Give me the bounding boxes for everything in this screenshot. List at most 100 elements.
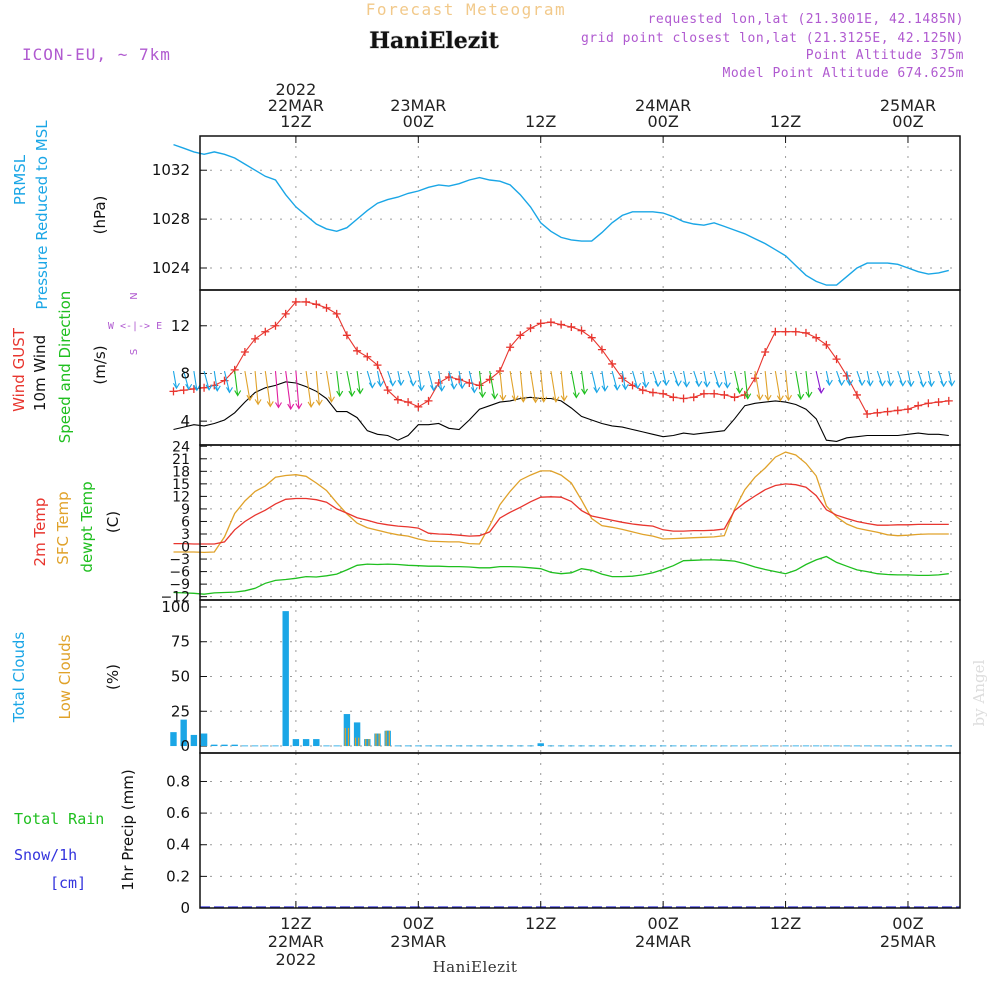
gust-marker (893, 406, 902, 415)
wind-direction-arrow (244, 370, 254, 402)
wind-direction-arrow (387, 370, 397, 387)
gust-marker (934, 398, 943, 407)
y-tick-label: 18 (172, 464, 190, 480)
gust-marker (730, 393, 739, 402)
wind-direction-arrow (509, 370, 519, 402)
gust-marker (332, 309, 341, 318)
wind-direction-arrow (325, 370, 335, 403)
total-cloud-bar (486, 745, 493, 747)
total-cloud-bar (935, 745, 942, 747)
y-tick-label: 12 (171, 317, 190, 335)
wind-direction-arrow (621, 370, 629, 391)
gust-marker (771, 327, 780, 336)
total-cloud-bar (170, 732, 177, 747)
total-cloud-bar (782, 745, 789, 747)
total-cloud-bar (659, 745, 667, 747)
precip-snow-unit: [cm] (50, 874, 86, 892)
gust-marker (761, 348, 770, 356)
wind-direction-arrow (213, 370, 221, 392)
gust-marker (271, 321, 280, 330)
total-cloud-bar (323, 745, 330, 747)
gust-marker (791, 327, 800, 336)
total-cloud-bar (904, 745, 912, 747)
gust-marker (475, 381, 484, 390)
header-model-altitude: Model Point Altitude 674.625m (723, 66, 964, 81)
y-tick-label: 9 (181, 502, 190, 518)
y-tick-label: 0.8 (166, 772, 190, 790)
gust-marker (597, 345, 606, 354)
y-tick-label: 0.2 (166, 867, 190, 885)
wind-direction-arrow (570, 370, 580, 399)
total-cloud-bar (435, 745, 442, 747)
wind-direction-arrow (703, 370, 711, 388)
gust-marker (251, 334, 260, 343)
y-tick-label: 25 (171, 702, 190, 720)
total-cloud-bar (394, 745, 402, 747)
wind-direction-arrow (223, 370, 233, 394)
gust-marker (200, 383, 209, 392)
wind-direction-arrow (478, 371, 486, 399)
header: Forecast Meteogram HaniElezit ICON-EU, ~… (22, 0, 964, 81)
pressure-label-1: PRMSL (11, 154, 29, 205)
time-label-bottom: 00Z (403, 914, 434, 933)
gust-marker (383, 386, 392, 395)
wind-direction-arrow (683, 370, 691, 388)
wind-direction-arrow (448, 370, 458, 390)
gust-marker (281, 309, 290, 318)
time-label-bottom: 00Z (892, 914, 923, 933)
gust-marker (883, 407, 892, 416)
wind-direction-arrow (427, 370, 437, 392)
dewpt-temp-line (173, 555, 949, 595)
temp-unit: (C) (104, 511, 122, 533)
total-cloud-bar (751, 745, 759, 747)
y-tick-label: −6 (169, 565, 190, 581)
gust-marker (577, 326, 586, 335)
total-cloud-bar-inner (366, 739, 369, 747)
wind-direction-arrow (519, 371, 527, 403)
header-grid-point: grid point closest lon,lat (21.3125E, 42… (581, 31, 964, 46)
total-cloud-bar (853, 745, 861, 747)
total-cloud-bar (690, 745, 697, 747)
total-cloud-bar-inner (356, 737, 359, 747)
pressure-line (173, 143, 949, 286)
header-model: ICON-EU, ~ 7km (22, 45, 171, 64)
wind-line (173, 381, 949, 442)
y-tick-label: −9 (169, 577, 190, 593)
wind-direction-arrow (376, 370, 384, 388)
total-cloud-bar (527, 745, 534, 747)
total-cloud-bar (598, 745, 606, 747)
wind-direction-arrow (948, 370, 956, 387)
compass-we: W <-|-> E (108, 321, 162, 332)
y-tick-label: 50 (171, 668, 190, 686)
sfc-temp-line (173, 451, 949, 554)
total-cloud-bar (313, 739, 320, 747)
cloud-total-label: Total Clouds (10, 632, 28, 724)
total-cloud-bar (476, 745, 483, 747)
precip-snow-label: Snow/1h (14, 846, 77, 864)
wind-direction-arrow (417, 370, 425, 392)
gust-marker (944, 396, 953, 405)
precip-axis-label: 1hr Precip (mm) (119, 769, 137, 890)
frame-layer (199, 135, 961, 909)
time-label-top: 23MAR (390, 96, 446, 115)
total-cloud-bar (792, 745, 799, 747)
wind-direction-arrow (172, 370, 180, 390)
total-cloud-bar (333, 745, 340, 747)
gust-marker (822, 340, 831, 349)
wind-direction-arrow (927, 370, 935, 388)
total-cloud-bar (710, 745, 718, 747)
gust-marker (679, 394, 688, 403)
panel-frame (199, 752, 961, 909)
gust-marker (414, 402, 423, 411)
precip-rain-label: Total Rain (14, 810, 104, 828)
gust-marker (179, 386, 188, 395)
time-label-bottom: 2022 (276, 950, 317, 969)
wind-direction-arrow (815, 370, 825, 394)
gust-marker (291, 297, 300, 306)
y-tick-label: 1024 (152, 259, 190, 277)
y-tick-label: 0 (180, 899, 190, 917)
total-cloud-bar (445, 745, 453, 747)
wind-direction-arrow (356, 371, 364, 395)
wind-direction-arrow (611, 370, 621, 391)
